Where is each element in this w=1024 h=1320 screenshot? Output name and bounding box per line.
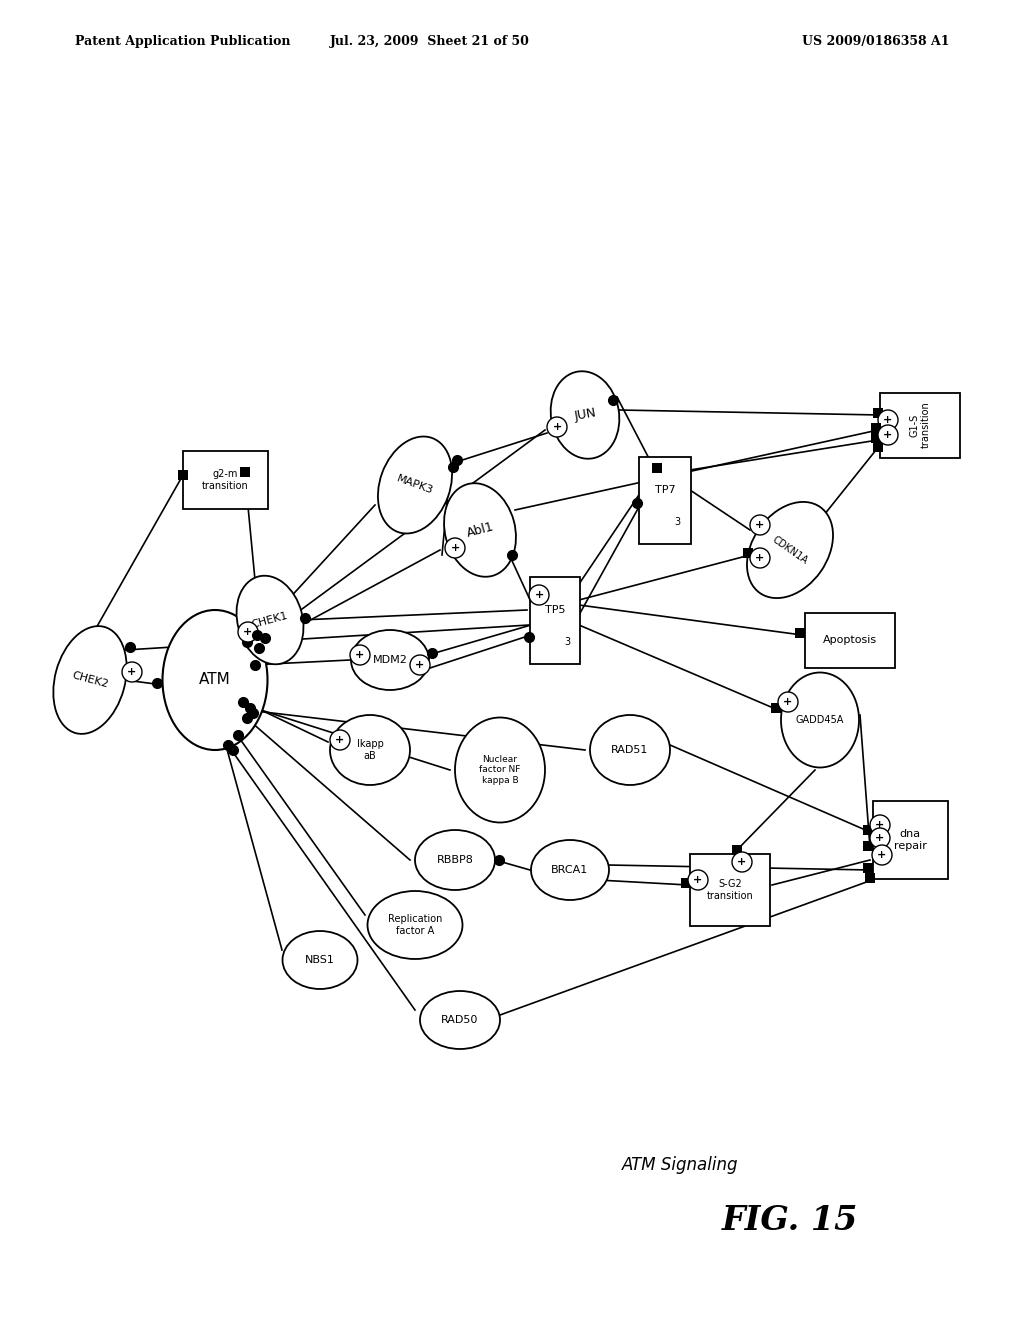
Circle shape xyxy=(529,585,549,605)
FancyBboxPatch shape xyxy=(530,577,580,664)
Ellipse shape xyxy=(415,830,495,890)
Polygon shape xyxy=(880,392,961,458)
Circle shape xyxy=(445,539,465,558)
Text: +: + xyxy=(756,553,765,564)
Text: +: + xyxy=(355,649,365,660)
FancyBboxPatch shape xyxy=(805,612,895,668)
Circle shape xyxy=(688,870,708,890)
Ellipse shape xyxy=(551,371,620,459)
Text: +: + xyxy=(876,820,885,830)
Text: Abl1: Abl1 xyxy=(465,520,495,540)
Ellipse shape xyxy=(330,715,410,785)
Text: Apoptosis: Apoptosis xyxy=(823,635,878,645)
Text: GADD45A: GADD45A xyxy=(796,715,844,725)
Text: Patent Application Publication: Patent Application Publication xyxy=(75,36,291,48)
Ellipse shape xyxy=(368,891,463,960)
Text: NBS1: NBS1 xyxy=(305,954,335,965)
Text: +: + xyxy=(451,543,460,553)
Text: +: + xyxy=(552,422,561,432)
Ellipse shape xyxy=(53,626,127,734)
Circle shape xyxy=(547,417,567,437)
Text: MDM2: MDM2 xyxy=(373,655,408,665)
Ellipse shape xyxy=(163,610,267,750)
Text: US 2009/0186358 A1: US 2009/0186358 A1 xyxy=(803,36,950,48)
Ellipse shape xyxy=(351,630,429,690)
Text: CHEK2: CHEK2 xyxy=(71,671,110,689)
Circle shape xyxy=(350,645,370,665)
Text: ATM Signaling: ATM Signaling xyxy=(622,1156,738,1173)
Circle shape xyxy=(778,692,798,711)
Text: +: + xyxy=(878,850,887,861)
Text: +: + xyxy=(756,520,765,531)
Ellipse shape xyxy=(237,576,303,664)
Text: JUN: JUN xyxy=(573,407,597,424)
Text: Replication
factor A: Replication factor A xyxy=(388,915,442,936)
Text: +: + xyxy=(783,697,793,708)
Text: +: + xyxy=(876,833,885,843)
Text: 3: 3 xyxy=(564,638,570,647)
Ellipse shape xyxy=(378,437,452,533)
Text: Ikapp
aB: Ikapp aB xyxy=(356,739,383,760)
Text: +: + xyxy=(737,857,746,867)
Text: Nuclear
factor NF
kappa B: Nuclear factor NF kappa B xyxy=(479,755,520,785)
Text: Jul. 23, 2009  Sheet 21 of 50: Jul. 23, 2009 Sheet 21 of 50 xyxy=(330,36,530,48)
Ellipse shape xyxy=(455,718,545,822)
Circle shape xyxy=(410,655,430,675)
Text: +: + xyxy=(884,430,893,440)
Circle shape xyxy=(330,730,350,750)
Circle shape xyxy=(878,411,898,430)
Text: MAPK3: MAPK3 xyxy=(395,474,434,496)
Text: BRCA1: BRCA1 xyxy=(551,865,589,875)
Text: g2-m
transition: g2-m transition xyxy=(202,469,249,491)
Ellipse shape xyxy=(781,672,859,767)
Text: RAD50: RAD50 xyxy=(441,1015,478,1026)
Text: RBBP8: RBBP8 xyxy=(436,855,473,865)
Text: RAD51: RAD51 xyxy=(611,744,648,755)
Text: FIG. 15: FIG. 15 xyxy=(722,1204,858,1237)
Circle shape xyxy=(750,515,770,535)
Text: S-G2
transition: S-G2 transition xyxy=(707,879,754,900)
Ellipse shape xyxy=(590,715,670,785)
Circle shape xyxy=(870,828,890,847)
FancyBboxPatch shape xyxy=(639,457,691,544)
Circle shape xyxy=(750,548,770,568)
Circle shape xyxy=(878,425,898,445)
Text: +: + xyxy=(127,667,136,677)
Ellipse shape xyxy=(531,840,609,900)
Circle shape xyxy=(122,663,142,682)
Ellipse shape xyxy=(746,502,833,598)
Text: CDKN1A: CDKN1A xyxy=(770,535,810,566)
Text: +: + xyxy=(336,735,345,744)
FancyBboxPatch shape xyxy=(690,854,770,927)
Text: ATM: ATM xyxy=(199,672,230,688)
Circle shape xyxy=(238,622,258,642)
Text: +: + xyxy=(693,875,702,884)
Text: TP7: TP7 xyxy=(654,484,675,495)
Text: +: + xyxy=(416,660,425,671)
Circle shape xyxy=(870,814,890,836)
Ellipse shape xyxy=(283,931,357,989)
Text: +: + xyxy=(535,590,544,601)
Text: G1-S
transition: G1-S transition xyxy=(909,401,931,449)
FancyBboxPatch shape xyxy=(872,801,947,879)
Text: CHEK1: CHEK1 xyxy=(251,610,290,630)
Circle shape xyxy=(732,851,752,873)
FancyBboxPatch shape xyxy=(182,451,267,510)
Circle shape xyxy=(872,845,892,865)
Text: TP5: TP5 xyxy=(545,605,565,615)
Ellipse shape xyxy=(420,991,500,1049)
Text: +: + xyxy=(884,414,893,425)
Text: 3: 3 xyxy=(674,517,680,527)
Text: dna
repair: dna repair xyxy=(894,829,927,851)
Ellipse shape xyxy=(444,483,516,577)
Text: +: + xyxy=(244,627,253,638)
